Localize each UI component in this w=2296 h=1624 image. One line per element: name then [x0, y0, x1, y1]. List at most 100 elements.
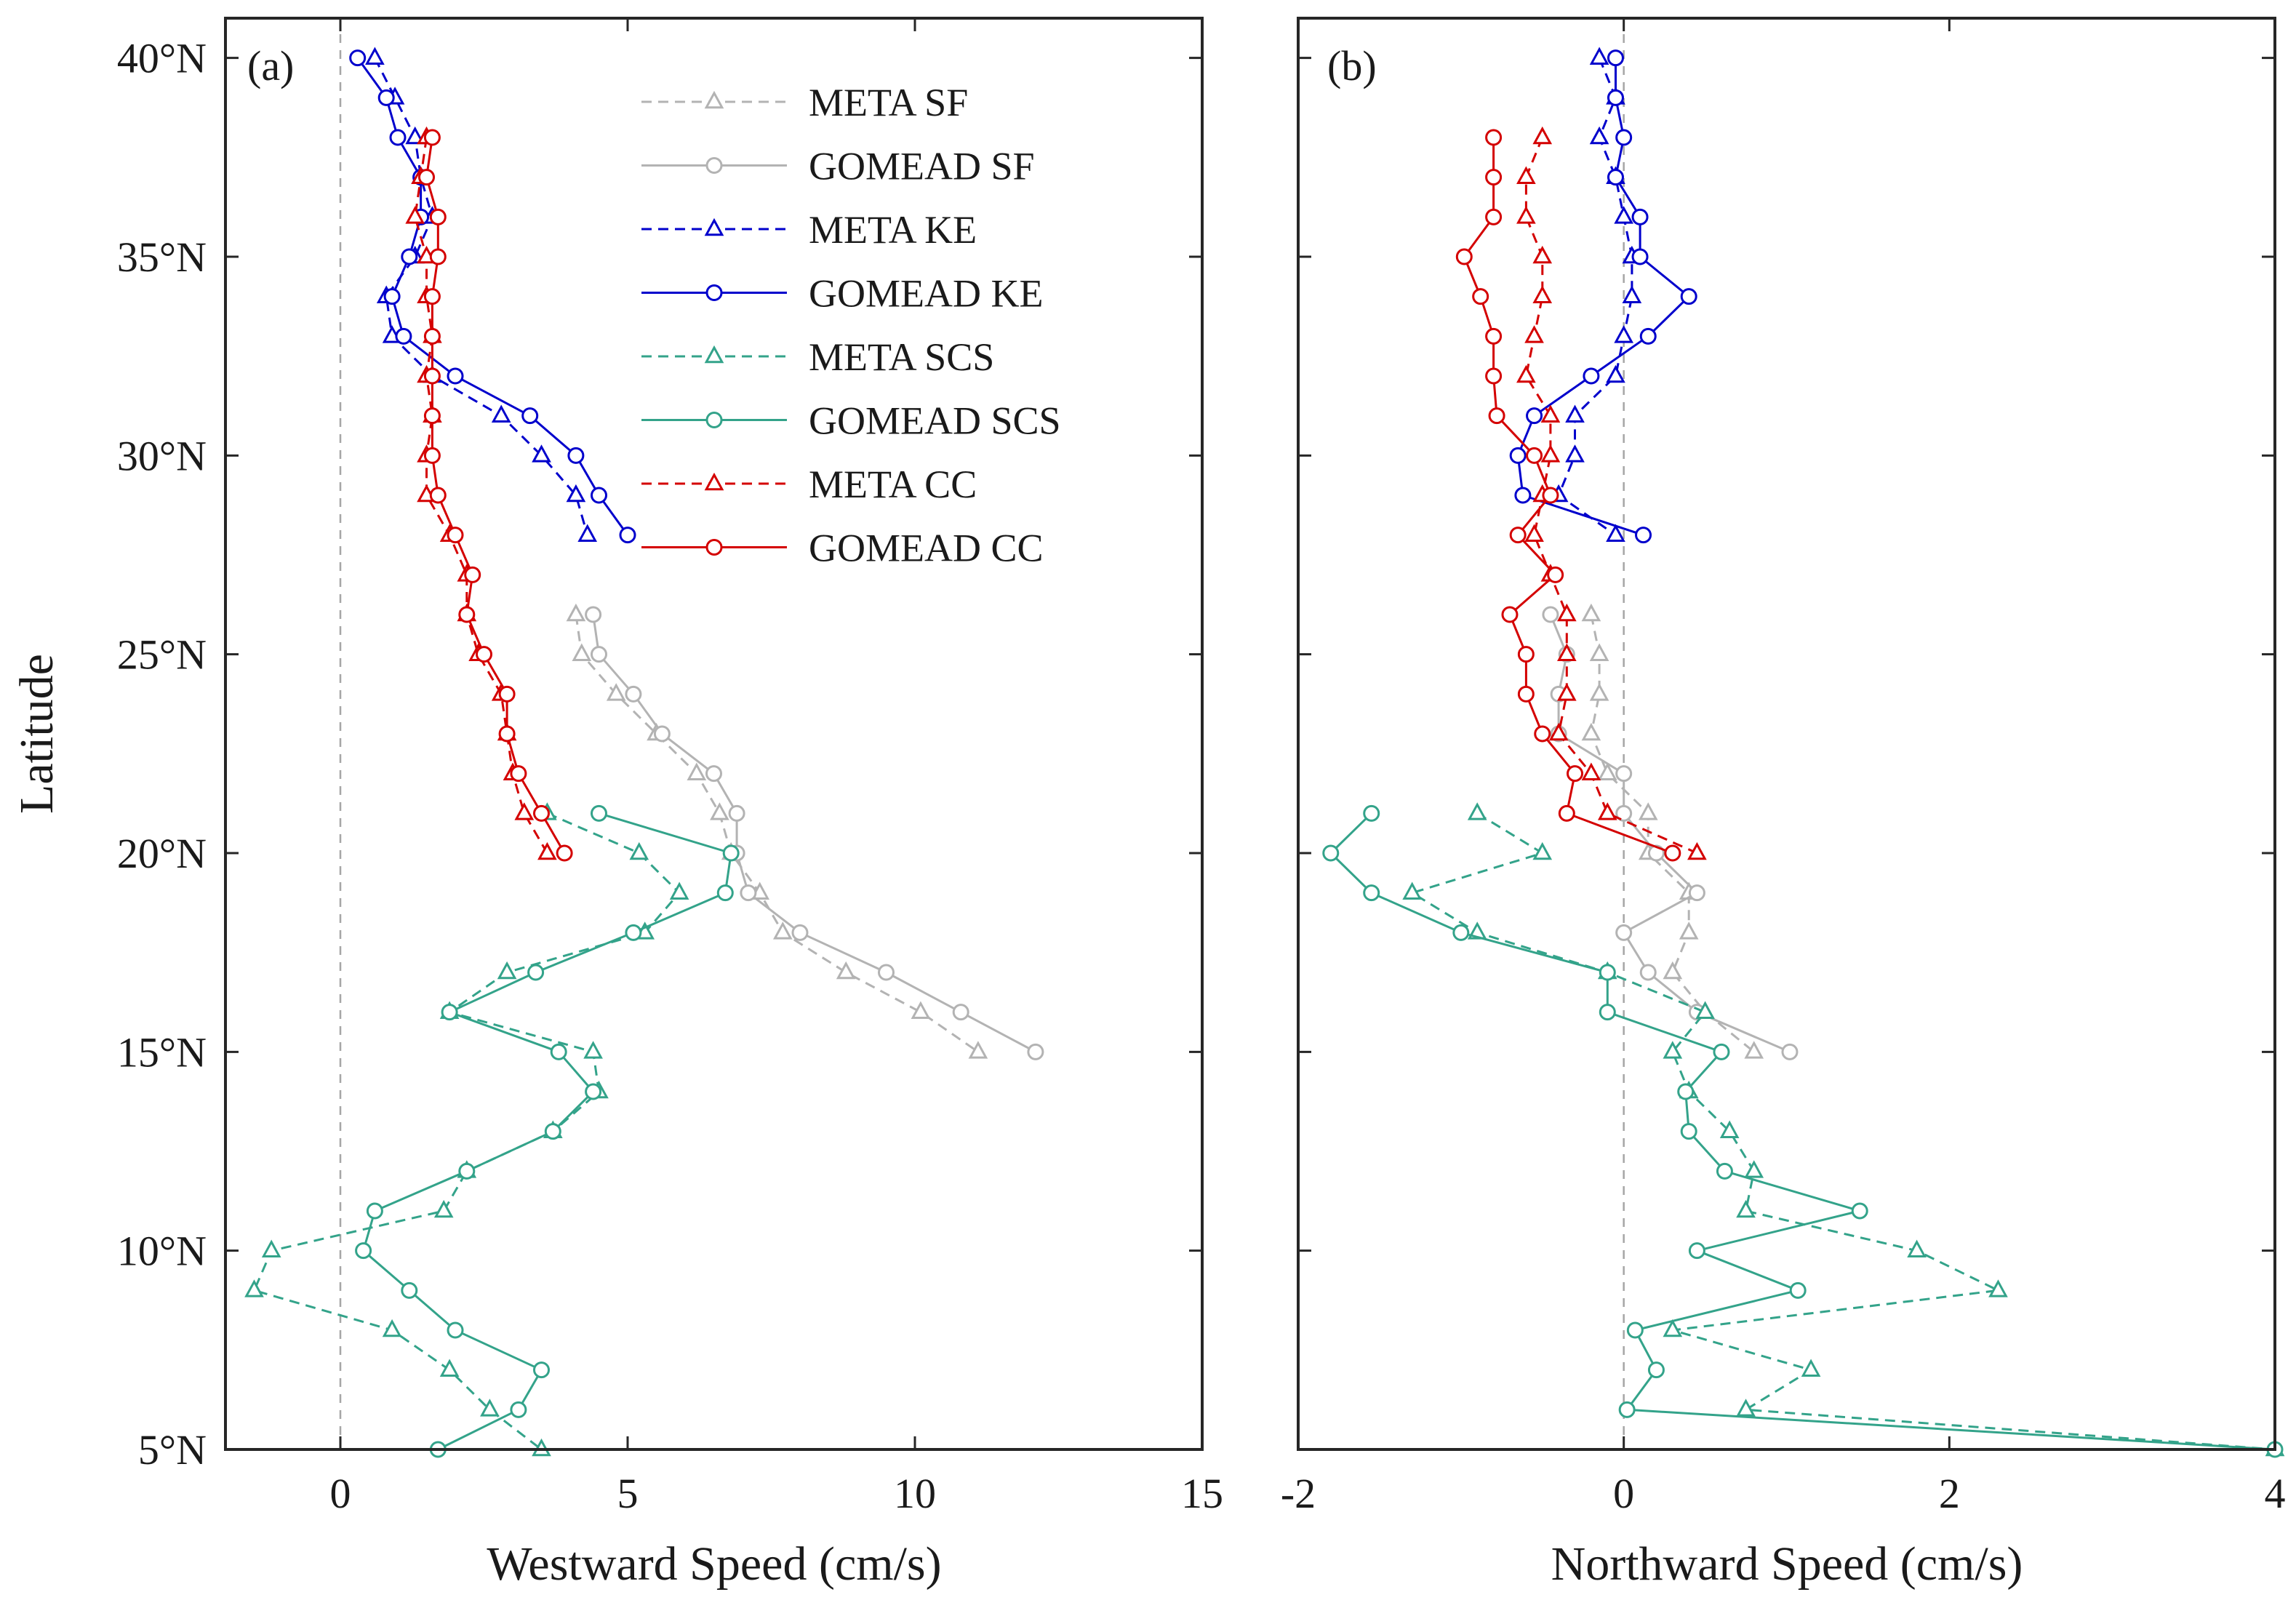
panel-b-gomead_ke-point [1635, 527, 1652, 544]
panel-b-gomead_scs-point [1851, 1202, 1868, 1220]
panel-a-meta_ke-point [365, 47, 385, 65]
panel-a-gomead_sf-point [653, 725, 671, 743]
panel-b-meta_scs-point [1907, 1239, 1927, 1257]
legend-entry-meta_cc: META CC [641, 463, 977, 506]
panel-a-gomead_cc-point [510, 765, 527, 783]
panel-a-gomead_scs-point [533, 1361, 550, 1379]
panel-a-y-tick-label: 15°N [117, 1028, 207, 1076]
panel-b-gomead_ke-point [1631, 248, 1649, 265]
panel-b-meta_cc-point [1524, 524, 1544, 542]
panel-b-gomead_ke-point [1680, 288, 1697, 305]
legend-entry-meta_ke: META KE [641, 208, 977, 252]
legend-marker-meta_scs [704, 345, 724, 364]
panel-b-meta_ke-point [1589, 47, 1609, 65]
panel-a-gomead_cc-point [423, 367, 441, 385]
panel-a-gomead_scs-point [458, 1162, 476, 1180]
panel-b-gomead_scs-point [1677, 1083, 1695, 1100]
panel-a-y-tick-label: 25°N [117, 631, 207, 679]
panel-a-x-tick-label: 10 [894, 1470, 936, 1517]
panel-b-gomead_cc-point [1567, 765, 1584, 783]
panel-b-meta_ke-point [1565, 404, 1585, 423]
panel-b-meta_sf-point [1744, 1041, 1764, 1059]
panel-a-meta_scs-point [669, 881, 689, 900]
panel-b-meta_sf-point [1581, 722, 1601, 741]
legend-entry-gomead_sf: GOMEAD SF [641, 145, 1035, 188]
panel-b-gomead_sf-point [1615, 924, 1633, 941]
panel-a-meta_scs-point [439, 1359, 460, 1377]
panel-b-gomead_cc-point [1534, 725, 1551, 743]
panel-b-gomead_cc-point [1517, 685, 1535, 703]
panel-a-gomead_scs-point [527, 964, 545, 981]
legend-label-meta_sf: META SF [809, 81, 968, 124]
panel-b-gomead_cc-point [1488, 407, 1505, 425]
panel-b-gomead_scs-point [1363, 804, 1380, 822]
panel-a-gomead_sf-point [625, 685, 642, 703]
panel-b-gomead_ke-point [1615, 129, 1633, 146]
panel-b-meta_scs-point [1736, 1399, 1756, 1417]
panel-b-gomead_ke-point [1607, 49, 1624, 67]
panel-b-gomead_sf-point [1781, 1043, 1799, 1060]
panel-a-gomead_sf-line [592, 614, 1036, 1053]
panel-b-meta_scs-point [1801, 1359, 1821, 1377]
legend-entry-meta_scs: META SCS [641, 335, 994, 379]
panel-a-gomead_scs-point [550, 1043, 567, 1060]
panel-b-gomead_scs-point [1322, 844, 1340, 862]
panel-b-gomead_scs-point [1789, 1281, 1807, 1299]
panel-a-gomead_scs-point [544, 1123, 561, 1140]
panel-a-gomead_sf-point [878, 964, 895, 981]
panel-b-gomead_sf-point [1688, 884, 1705, 902]
panel-b-label: (b) [1327, 42, 1377, 89]
panel-a-meta_ke-point [566, 484, 586, 503]
legend-marker-gomead_cc [705, 539, 723, 556]
panel-a-gomead_cc-point [423, 129, 441, 146]
panel-b-gomead_scs-point [1626, 1321, 1644, 1339]
panel-a-gomead_cc-point [447, 527, 464, 544]
panel-b-gomead_scs-point [1688, 1242, 1705, 1260]
panel-b-gomead_scs-point [1599, 1004, 1616, 1021]
panel-a-meta_scs-point [382, 1319, 402, 1337]
panel-a-meta_ke-point [491, 404, 511, 423]
panel-b-gomead_sf-point [1615, 765, 1633, 783]
panel-a-meta_sf-point [687, 762, 707, 780]
panel-b-gomead_scs-point [1716, 1162, 1733, 1180]
panel-a-gomead_cc-point [429, 208, 447, 225]
panel-a-gomead_cc-point [423, 407, 441, 425]
panel-b-gomead_cc-point [1485, 129, 1503, 146]
panel-b-series-gomead_ke [1509, 49, 1697, 544]
panel-b-meta_ke-point [1565, 444, 1585, 463]
panel-b-plot-layer: -2 0 2 4 [1281, 18, 2286, 1517]
panel-a-meta_sf-point [968, 1041, 988, 1059]
panel-a-meta_ke-point [405, 126, 425, 145]
panel-b-series-gomead_cc [1455, 129, 1681, 862]
panel-b-gomead_cc-point [1501, 606, 1519, 623]
panel-a-gomead_cc-point [458, 606, 476, 623]
panel-b-meta_scs-point [1532, 841, 1553, 860]
panel-a-gomead_scs-point [447, 1321, 464, 1339]
panel-b-x-tick-label: -2 [1281, 1470, 1316, 1517]
panel-a-gomead_sf-point [728, 804, 745, 822]
panel-b-meta_scs-point [1695, 1001, 1715, 1019]
panel-b-gomead_ke-point [1583, 367, 1600, 385]
panel-a-gomead_cc-point [556, 844, 573, 862]
panel-a-series-gomead_scs [355, 804, 740, 1458]
legend-marker-meta_cc [704, 472, 724, 491]
panel-a-y-tick-label: 20°N [117, 830, 207, 877]
panel-a-y-axis-title: Latitude [10, 654, 63, 814]
panel-a-meta_cc-point [405, 206, 425, 224]
panel-a-x-tick-label: 0 [330, 1470, 351, 1517]
panel-a-y-tick-label: 5°N [138, 1426, 207, 1473]
panel-b-meta_sf-point [1597, 762, 1617, 780]
legend-entry-gomead_scs: GOMEAD SCS [641, 399, 1061, 443]
panel-a-meta_cc-point [514, 802, 535, 820]
panel-b-meta_cc-point [1556, 683, 1577, 701]
panel-a-meta_sf-line [575, 614, 979, 1053]
panel-b-gomead_cc-point [1485, 169, 1503, 186]
panel-b-meta_scs-point [1467, 802, 1487, 820]
panel-b-x-tick-label: 4 [2265, 1470, 2286, 1517]
panel-b-meta_scs-point [1402, 881, 1423, 900]
panel-b-meta_ke-point [1622, 285, 1642, 303]
panel-b-gomead_ke-point [1607, 89, 1624, 106]
panel-a-meta_cc-point [537, 841, 557, 860]
legend-marker-meta_sf [704, 90, 724, 109]
